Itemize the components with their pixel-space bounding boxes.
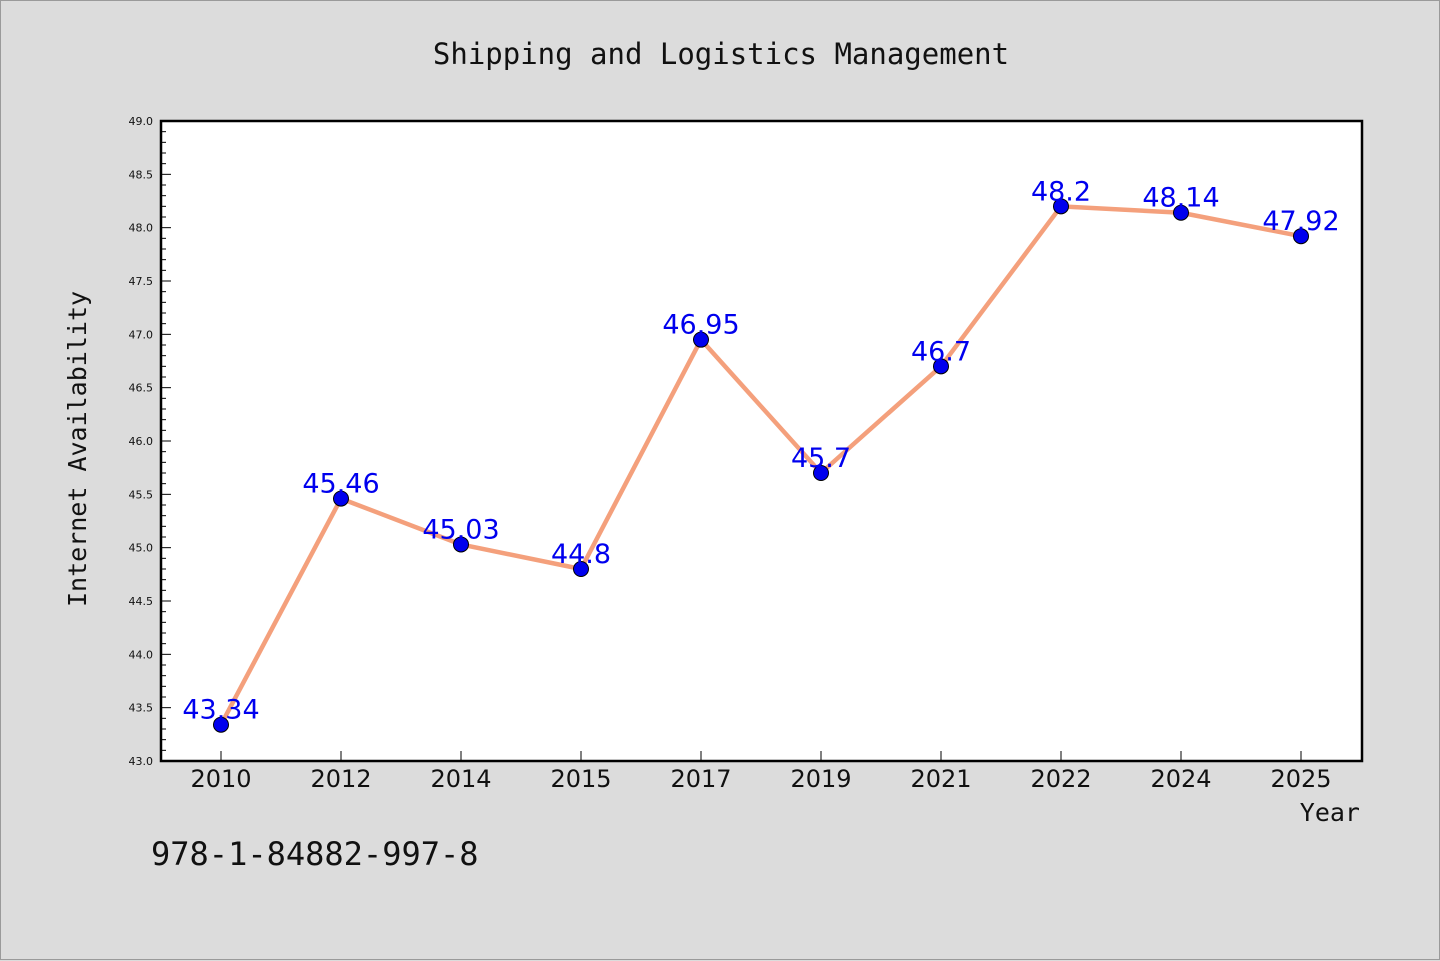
data-point bbox=[693, 331, 709, 348]
x-axis: 2010 2012 2014 2015 2017 2019 2021 2022 2024 2025 bbox=[190, 751, 1332, 793]
data-point bbox=[1293, 228, 1309, 245]
y-tick-label: 44.5 bbox=[129, 595, 154, 608]
y-tick-label: 46.0 bbox=[129, 435, 154, 448]
x-tick-label: 2017 bbox=[670, 765, 731, 793]
data-point bbox=[1053, 198, 1069, 215]
y-tick-label: 48.0 bbox=[129, 222, 154, 235]
y-tick-label: 49.0 bbox=[129, 115, 154, 128]
data-label: 48.14 bbox=[1142, 183, 1219, 214]
y-tick-label: 45.5 bbox=[129, 488, 154, 501]
data-point bbox=[813, 465, 829, 481]
data-point bbox=[1173, 204, 1189, 221]
x-tick-label: 2024 bbox=[1150, 765, 1211, 793]
x-tick-label: 2022 bbox=[1030, 765, 1091, 793]
y-tick-label: 48.5 bbox=[129, 168, 154, 181]
data-point bbox=[933, 358, 949, 375]
x-tick-label: 2014 bbox=[430, 765, 491, 793]
y-tick-label: 45.0 bbox=[129, 542, 154, 555]
data-label: 46.7 bbox=[911, 336, 971, 367]
plot-area bbox=[159, 119, 1364, 763]
y-tick-label: 44.0 bbox=[129, 648, 154, 661]
data-label: 46.95 bbox=[662, 310, 739, 341]
data-label: 47.92 bbox=[1262, 206, 1339, 237]
data-label: 45.03 bbox=[422, 514, 499, 545]
y-tick-label: 47.0 bbox=[129, 328, 154, 341]
x-tick-label: 2019 bbox=[790, 765, 851, 793]
x-tick-label: 2021 bbox=[910, 765, 971, 793]
x-axis-label: Year bbox=[1300, 798, 1360, 827]
data-point bbox=[453, 536, 469, 553]
isbn-footer: 978-1-84882-997-8 bbox=[151, 835, 479, 873]
series-layer: 43.34 45.46 45.03 44.8 46.95 45.7 46.7 48.2 48.1… bbox=[182, 176, 1340, 733]
data-point bbox=[573, 561, 589, 577]
data-point bbox=[213, 716, 229, 733]
data-label: 43.34 bbox=[182, 695, 259, 726]
y-tick-label: 47.5 bbox=[129, 275, 154, 288]
y-tick-label: 46.5 bbox=[129, 382, 154, 395]
data-point bbox=[333, 490, 349, 507]
data-label: 44.8 bbox=[551, 539, 611, 570]
x-tick-label: 2025 bbox=[1270, 765, 1331, 793]
x-tick-label: 2010 bbox=[190, 765, 251, 793]
chart-title: Shipping and Logistics Management bbox=[433, 37, 1009, 71]
x-tick-label: 2015 bbox=[550, 765, 611, 793]
x-tick-label: 2012 bbox=[310, 765, 371, 793]
data-label: 45.7 bbox=[791, 443, 851, 474]
series-line bbox=[219, 204, 1302, 726]
data-label: 45.46 bbox=[302, 469, 379, 500]
y-axis-label: Internet Availability bbox=[63, 291, 92, 607]
y-tick-label: 43.5 bbox=[129, 702, 154, 715]
data-label: 48.2 bbox=[1031, 176, 1091, 207]
y-axis: 43.0 43.5 44.0 44.5 45.0 45.5 46.0 46.5 47.0 47.5… bbox=[129, 115, 171, 768]
y-tick-label: 43.0 bbox=[129, 755, 154, 768]
